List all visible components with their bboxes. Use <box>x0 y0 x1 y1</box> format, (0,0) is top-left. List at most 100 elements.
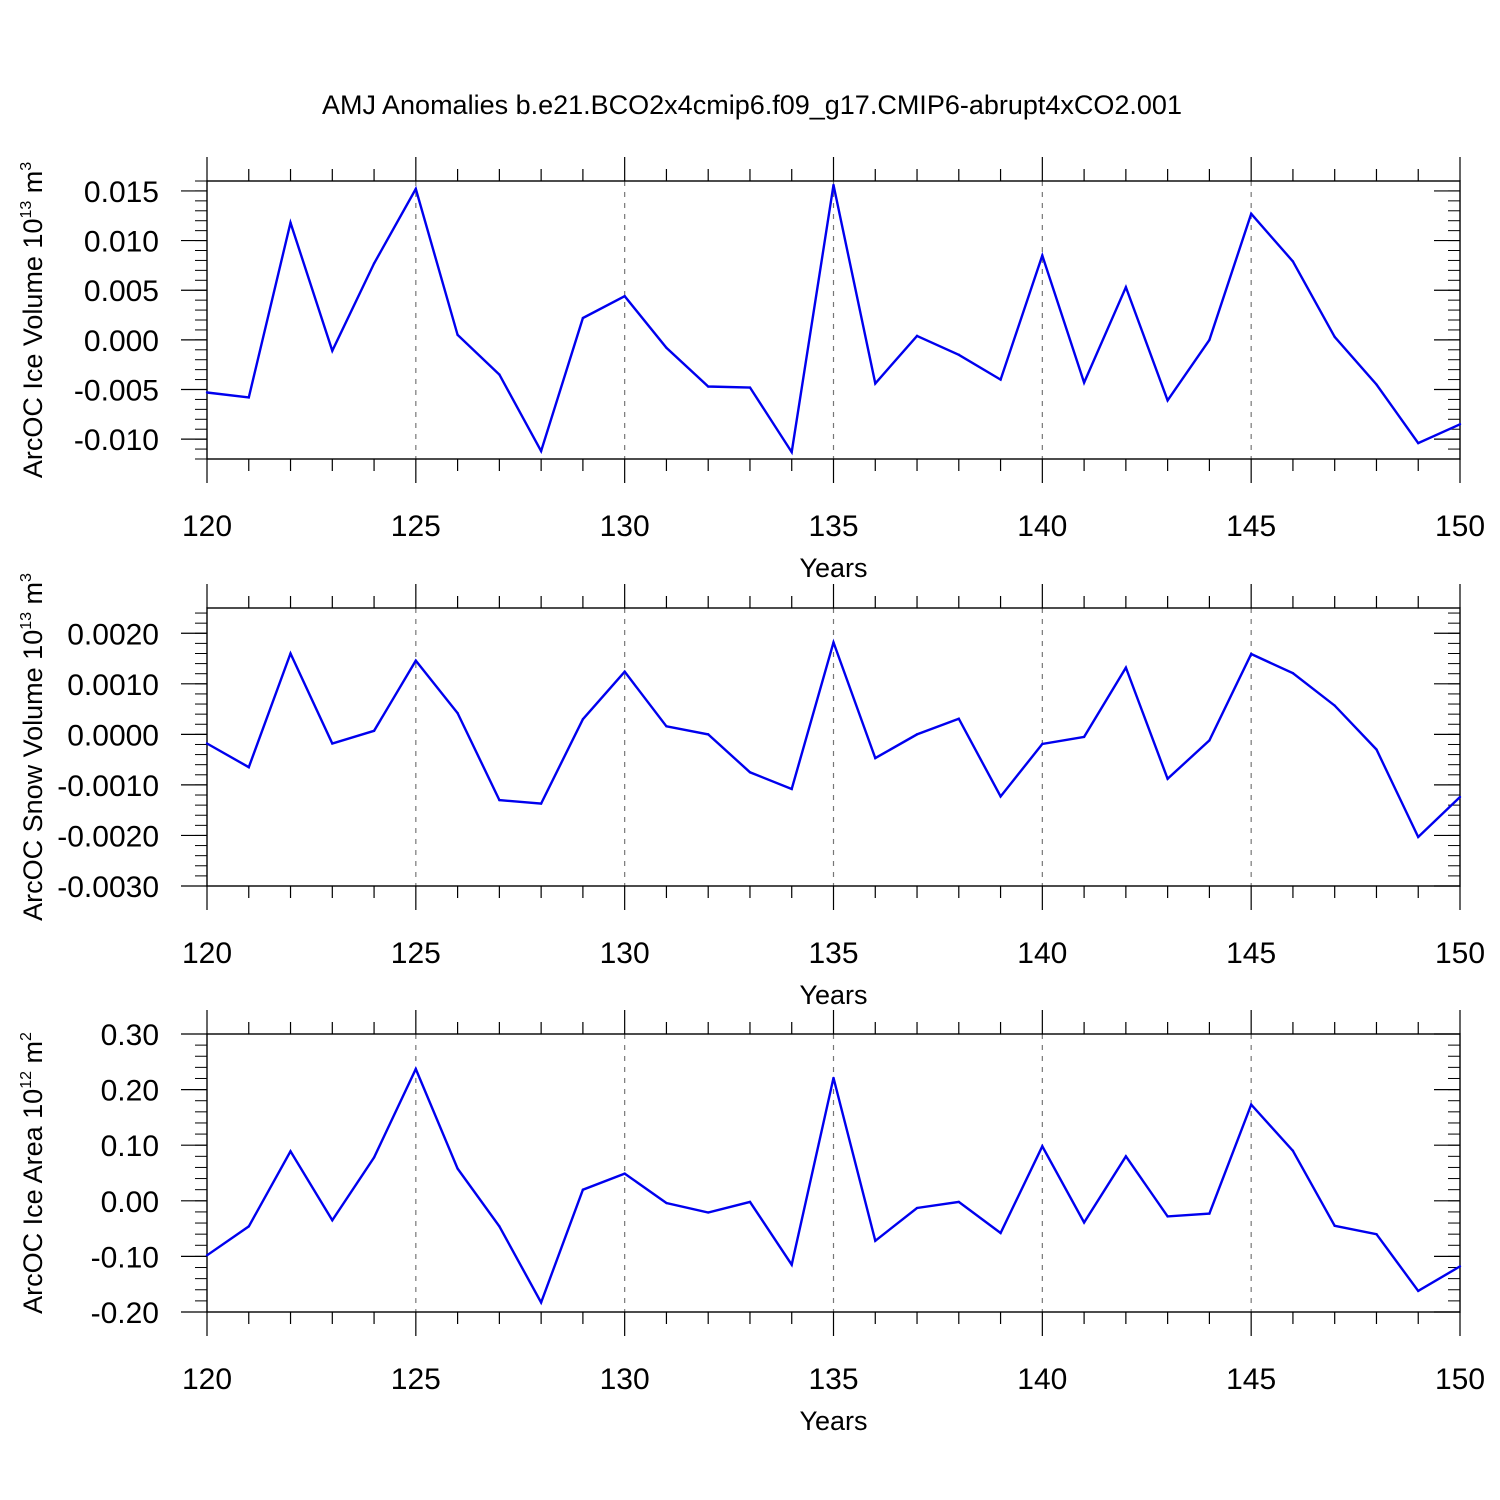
data-point <box>957 353 960 356</box>
data-point <box>539 449 543 453</box>
data-point <box>247 396 250 399</box>
data-point <box>414 659 418 662</box>
data-point <box>832 1076 835 1080</box>
y-tick-label: 0.015 <box>84 176 159 209</box>
y-tick-label: 0.20 <box>101 1075 159 1108</box>
data-point <box>205 1254 209 1257</box>
data-point <box>1166 777 1169 781</box>
y-tick-label: -0.005 <box>74 375 159 408</box>
data-point <box>957 717 960 720</box>
x-tick-label: 135 <box>808 510 858 543</box>
x-tick-label: 120 <box>182 1363 232 1396</box>
data-point <box>289 652 292 655</box>
figure-title: AMJ Anomalies b.e21.BCO2x4cmip6.f09_g17.… <box>322 90 1182 120</box>
data-point <box>1082 735 1086 739</box>
panel-1: -0.010 -0.005 0.000 0.005 0.010 0.015 120 125 13… <box>18 157 1485 583</box>
y-tick-label: 0.0000 <box>67 719 159 752</box>
data-point <box>790 450 793 454</box>
data-point <box>999 795 1002 798</box>
data-point <box>665 346 668 349</box>
x-tick-label: 120 <box>182 510 232 543</box>
data-point <box>372 729 376 733</box>
data-point <box>1041 742 1044 746</box>
data-point <box>1417 835 1420 839</box>
data-point <box>1208 338 1211 342</box>
data-point <box>1291 672 1295 675</box>
x-tick-label: 145 <box>1226 510 1276 543</box>
x-tick-label: 150 <box>1435 1363 1485 1396</box>
data-point <box>539 1301 543 1304</box>
data-point <box>1375 748 1378 751</box>
data-point <box>1333 1224 1336 1228</box>
x-tick-label: 130 <box>600 937 650 970</box>
data-point <box>1208 739 1211 742</box>
data-point <box>1458 423 1462 426</box>
y-tick-label: 0.30 <box>101 1019 159 1052</box>
y-tick-label: -0.0010 <box>57 770 159 803</box>
data-point <box>1417 1289 1420 1293</box>
y-tick-label: 0.0010 <box>67 669 159 702</box>
panel-3: -0.20 -0.10 0.00 0.10 0.20 0.30 120 125 130 135 14… <box>18 1010 1485 1436</box>
data-point <box>790 1263 793 1266</box>
y-tick-label: 0.010 <box>84 226 159 259</box>
x-axis-title: Years <box>799 553 867 583</box>
data-point <box>205 391 209 394</box>
data-point <box>1208 1212 1211 1215</box>
data-point <box>581 316 585 320</box>
data-point <box>1249 1103 1253 1106</box>
data-point <box>748 1200 752 1204</box>
data-point <box>874 1239 877 1243</box>
data-point <box>707 733 710 736</box>
x-tick-label: 140 <box>1017 510 1067 543</box>
data-point <box>915 733 919 736</box>
data-point <box>748 386 752 389</box>
data-point <box>623 1172 626 1175</box>
y-tick-label: 0.10 <box>101 1130 159 1163</box>
x-tick-label: 120 <box>182 937 232 970</box>
data-point <box>372 262 376 265</box>
data-point <box>289 221 292 224</box>
x-tick-label: 140 <box>1017 1363 1067 1396</box>
data-point <box>1124 286 1128 289</box>
panels-container: -0.010 -0.005 0.000 0.005 0.010 0.015 120 125 13… <box>18 157 1485 1436</box>
data-point <box>623 670 626 673</box>
data-point <box>498 373 501 376</box>
data-point <box>999 378 1002 381</box>
data-point <box>1082 1221 1086 1224</box>
data-point <box>1124 666 1128 669</box>
y-tick-label: -0.10 <box>91 1241 159 1274</box>
plot-frame <box>206 1033 1461 1313</box>
data-point <box>1458 1265 1462 1268</box>
data-point <box>623 294 626 298</box>
data-point <box>498 1225 501 1228</box>
panel-2: -0.0030 -0.0020 -0.0010 0.0000 0.0010 0.0020 1… <box>18 573 1485 1010</box>
x-tick-label: 150 <box>1435 937 1485 970</box>
data-point <box>1291 260 1295 263</box>
y-tick-label: -0.010 <box>74 424 159 457</box>
data-point <box>999 1231 1002 1235</box>
data-point <box>1291 1149 1295 1152</box>
data-point <box>748 771 752 774</box>
data-point <box>414 1067 418 1071</box>
y-tick-label: -0.0020 <box>57 820 159 853</box>
data-point <box>456 711 459 715</box>
data-point <box>1333 704 1336 707</box>
data-point <box>414 187 418 191</box>
y-tick-label: 0.000 <box>84 325 159 358</box>
data-point <box>1124 1155 1128 1158</box>
data-point <box>915 334 919 338</box>
data-point <box>331 742 334 745</box>
data-point <box>498 798 501 802</box>
x-tick-label: 145 <box>1226 937 1276 970</box>
data-point <box>1458 795 1462 799</box>
data-point <box>957 1200 960 1204</box>
x-tick-label: 130 <box>600 510 650 543</box>
data-point <box>665 1201 668 1205</box>
data-point <box>1417 441 1420 445</box>
y-tick-label: 0.00 <box>101 1186 159 1219</box>
data-point <box>456 333 459 337</box>
y-axis-title: ArcOC Snow Volume 1013 m3 <box>18 573 48 921</box>
data-point <box>832 183 835 187</box>
data-point <box>874 756 877 760</box>
x-tick-label: 135 <box>808 1363 858 1396</box>
